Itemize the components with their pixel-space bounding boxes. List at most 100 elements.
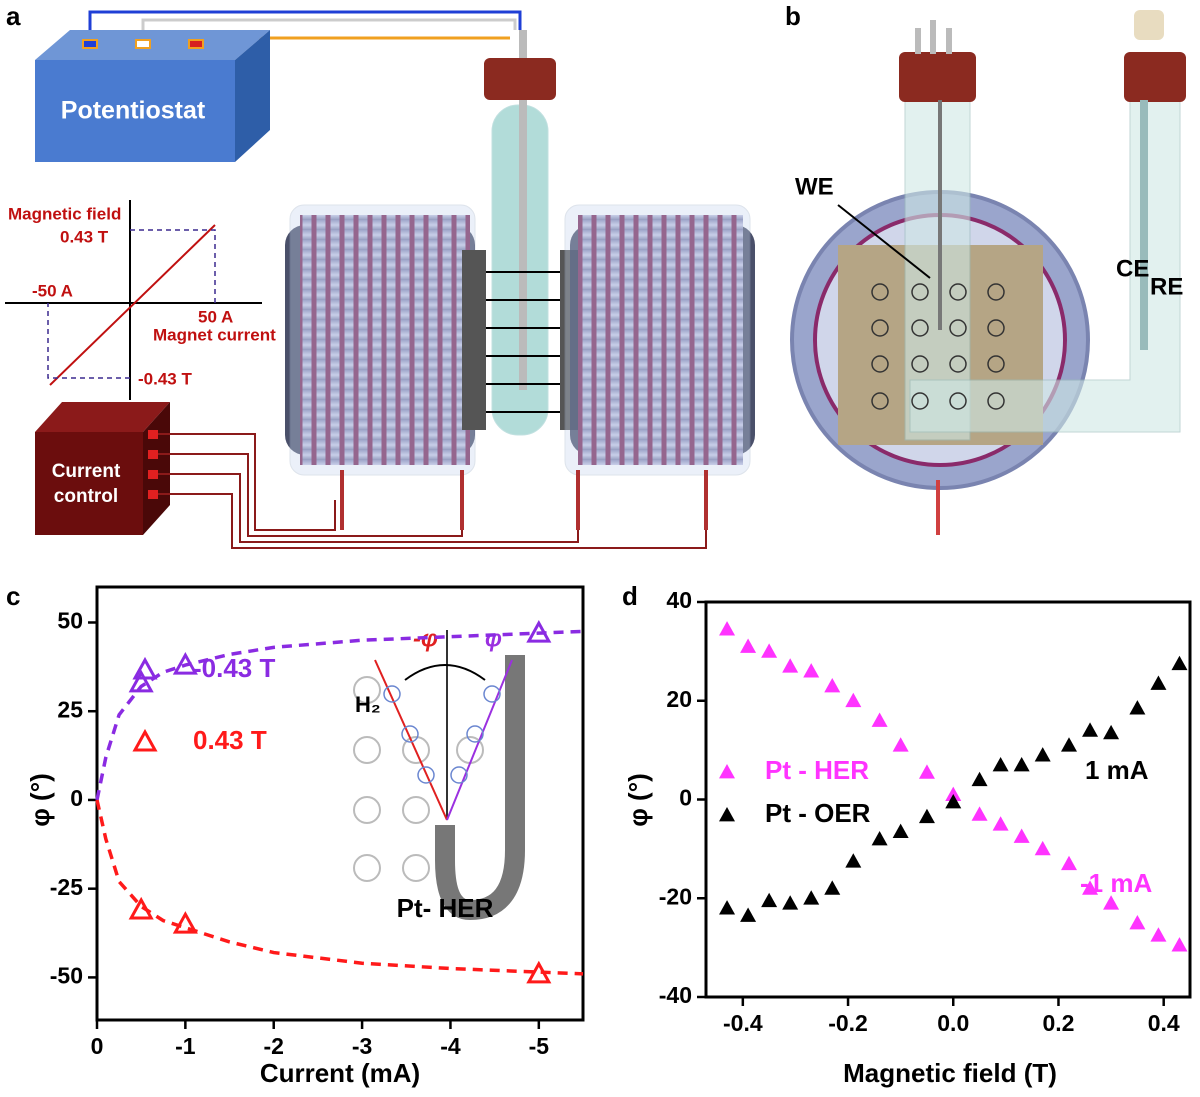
data-point bbox=[761, 892, 778, 908]
x-tick-label: -0.2 bbox=[828, 1010, 868, 1036]
diagram-text: -50 A bbox=[32, 281, 73, 300]
data-point bbox=[1034, 840, 1051, 856]
x-tick-label: -0.4 bbox=[723, 1010, 763, 1036]
inset-text: φ bbox=[485, 625, 502, 652]
diagram-text: WE bbox=[795, 173, 834, 200]
data-point bbox=[1103, 895, 1120, 910]
control-label: Current bbox=[52, 461, 121, 482]
data-point bbox=[740, 907, 757, 922]
data-point bbox=[803, 663, 820, 678]
data-point bbox=[992, 756, 1009, 772]
legend-label: Pt - HER bbox=[765, 755, 869, 785]
data-point bbox=[740, 638, 757, 653]
x-tick-label: -2 bbox=[264, 1033, 284, 1059]
data-point bbox=[1150, 675, 1167, 690]
legend-marker bbox=[719, 807, 735, 822]
annotation: -1 mA bbox=[1080, 868, 1152, 898]
data-point bbox=[1129, 700, 1146, 715]
data-point bbox=[945, 786, 962, 801]
inset: -φ φ H₂ Pt- HER bbox=[353, 625, 525, 923]
panel-label: d bbox=[622, 581, 638, 611]
data-point bbox=[1082, 880, 1099, 895]
data-point bbox=[1034, 747, 1051, 762]
diagram-a: Potentiostat Magnetic field 0.43 T -50 A… bbox=[5, 10, 755, 549]
diagram-text: -0.43 T bbox=[138, 369, 192, 388]
x-tick-label: -4 bbox=[440, 1033, 461, 1059]
data-point bbox=[1061, 855, 1077, 871]
inset-text: H₂ bbox=[355, 692, 381, 717]
control-label: control bbox=[54, 486, 118, 507]
fit-line bbox=[95, 629, 584, 801]
data-point bbox=[172, 911, 198, 934]
panel-label: b bbox=[785, 1, 801, 31]
x-tick-label: 0.0 bbox=[937, 1010, 969, 1036]
data-point bbox=[1150, 927, 1167, 942]
y-tick-label: 40 bbox=[666, 587, 692, 613]
data-point bbox=[782, 658, 799, 673]
x-tick-label: 0.2 bbox=[1042, 1010, 1074, 1036]
x-axis-title: Magnetic field (T) bbox=[843, 1058, 1057, 1088]
y-tick-label: -40 bbox=[659, 982, 692, 1008]
fit-line bbox=[95, 799, 584, 976]
diagram-text: Magnet current bbox=[153, 325, 276, 344]
x-tick-label: 0.4 bbox=[1148, 1010, 1180, 1036]
diagram-text: RE bbox=[1150, 273, 1183, 300]
data-point bbox=[1103, 724, 1120, 740]
data-point bbox=[845, 853, 862, 868]
annotation: 1 mA bbox=[1085, 755, 1149, 785]
data-point bbox=[918, 808, 935, 824]
diagram-text: 0.43 T bbox=[60, 227, 109, 246]
inset-text: Pt- HER bbox=[397, 893, 494, 923]
data-point bbox=[761, 643, 778, 658]
legend-label: Pt - OER bbox=[765, 798, 871, 828]
data-point bbox=[1171, 937, 1188, 952]
data-point bbox=[719, 900, 736, 915]
data-point bbox=[892, 823, 909, 838]
legend-marker bbox=[719, 764, 735, 779]
data-point bbox=[1013, 828, 1030, 843]
diagram-b: WE CE RE bbox=[790, 10, 1186, 535]
x-tick-label: -1 bbox=[175, 1033, 196, 1059]
data-point bbox=[128, 669, 154, 693]
y-tick-label: 50 bbox=[57, 608, 83, 634]
x-tick-label: 0 bbox=[91, 1033, 104, 1059]
data-point bbox=[892, 737, 909, 752]
panel-label: c bbox=[6, 581, 20, 611]
data-point bbox=[719, 621, 736, 636]
y-tick-label: -20 bbox=[659, 883, 692, 909]
data-point bbox=[1061, 737, 1077, 752]
data-point bbox=[871, 831, 888, 846]
data-point bbox=[945, 793, 962, 809]
data-point bbox=[845, 692, 862, 708]
data-point bbox=[971, 806, 988, 821]
y-axis-title: φ (°) bbox=[623, 773, 653, 827]
legend-marker bbox=[132, 728, 158, 752]
legend-label: 0.43 T bbox=[193, 725, 267, 755]
data-point bbox=[1171, 655, 1188, 671]
x-tick-label: -3 bbox=[352, 1033, 372, 1059]
y-tick-label: -25 bbox=[50, 874, 83, 900]
diagram-text: Magnetic field bbox=[8, 204, 121, 223]
data-point bbox=[992, 816, 1009, 831]
data-point bbox=[824, 677, 841, 693]
y-axis-title: φ (°) bbox=[25, 773, 55, 827]
legend-label: -0.43 T bbox=[193, 653, 275, 683]
x-tick-label: -5 bbox=[529, 1033, 550, 1059]
y-tick-label: -50 bbox=[50, 962, 83, 988]
plot-frame bbox=[704, 600, 1192, 999]
data-point bbox=[918, 764, 935, 779]
legend-marker bbox=[132, 656, 158, 680]
panel-label: a bbox=[6, 1, 21, 31]
y-tick-label: 0 bbox=[70, 785, 83, 811]
y-tick-label: 0 bbox=[679, 785, 692, 811]
y-tick-label: 25 bbox=[57, 696, 83, 722]
data-point bbox=[971, 771, 988, 787]
y-tick-label: 20 bbox=[666, 686, 692, 712]
data-point bbox=[782, 895, 799, 910]
data-point bbox=[803, 890, 820, 905]
data-point bbox=[824, 880, 841, 895]
data-point bbox=[1013, 756, 1030, 772]
diagram-text: CE bbox=[1116, 255, 1149, 282]
data-point bbox=[871, 712, 888, 727]
data-point bbox=[1082, 722, 1099, 737]
